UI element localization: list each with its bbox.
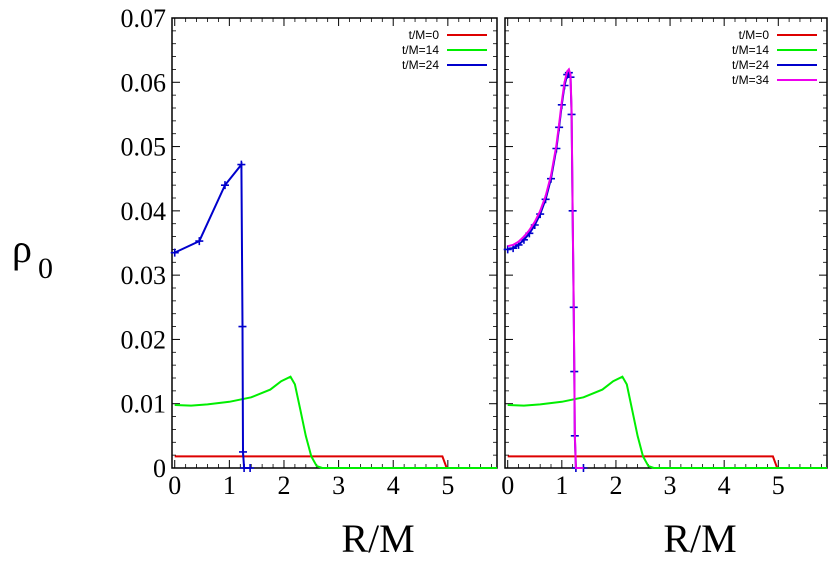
series-line-t34 [507, 67, 584, 469]
data-point-marker [195, 237, 204, 246]
panel-1: 0 0.01 0.02 0.03 0.04 0.05 0.06 0.07 0 1 2 3 4 5 t/M=0… [121, 4, 498, 500]
plot-frame [504, 17, 828, 469]
x-tick-label: 0 [501, 471, 514, 500]
panels: 0 0.01 0.02 0.03 0.04 0.05 0.06 0.07 0 1 2 3 4 5 t/M=0… [121, 4, 828, 500]
legend-label: t/M=14 [732, 43, 769, 57]
x-tick-label: 5 [441, 471, 454, 500]
x-tick-label: 1 [223, 471, 236, 500]
data-point-marker [503, 245, 512, 254]
panel-2: 0 1 2 3 4 5 t/M=0t/M=14t/M=24t/M=34 [501, 17, 828, 500]
legend-label: t/M=0 [409, 28, 440, 42]
series-line-t0 [174, 455, 497, 469]
y-tick-label: 0.03 [121, 261, 167, 290]
plot-frame [171, 17, 498, 469]
data-point-marker [170, 248, 179, 257]
x-tick-label: 3 [332, 471, 345, 500]
x-tick-label: 4 [718, 471, 731, 500]
y-tick-label: 0.04 [121, 197, 167, 226]
legend-label: t/M=0 [739, 28, 770, 42]
y-tick-label: 0.05 [121, 133, 167, 162]
y-axis-label-subscript: 0 [38, 252, 53, 285]
data-point-marker [237, 160, 246, 169]
x-tick-label: 3 [664, 471, 677, 500]
x-tick-label: 0 [168, 471, 181, 500]
y-tick-label: 0.01 [121, 390, 167, 419]
y-axis-label: ρ 0 [12, 226, 53, 285]
legend-label: t/M=34 [732, 73, 769, 87]
y-tick-label: 0.02 [121, 325, 167, 354]
x-tick-label: 1 [555, 471, 568, 500]
y-tick-label: 0.07 [121, 4, 167, 33]
data-point-marker [246, 464, 255, 472]
data-point-marker [220, 181, 229, 190]
x-axis-label-right: R/M [663, 516, 736, 561]
series-line-t0 [507, 455, 827, 469]
x-tick-label: 2 [609, 471, 622, 500]
legend-label: t/M=24 [732, 58, 769, 72]
series-line-t14 [507, 375, 827, 469]
y-axis-label-symbol: ρ [12, 226, 32, 271]
y-tick-label: 0 [153, 454, 166, 483]
y-tick-label: 0.06 [121, 68, 167, 97]
data-point-marker [239, 447, 248, 456]
series-line-t24 [174, 161, 251, 469]
legend-label: t/M=14 [402, 43, 439, 57]
x-tick-label: 4 [387, 471, 400, 500]
series-line-t14 [174, 375, 497, 469]
x-tick-label: 2 [277, 471, 290, 500]
data-point-marker [238, 322, 247, 331]
legend-label: t/M=24 [402, 58, 439, 72]
x-tick-label: 5 [772, 471, 785, 500]
x-axis-label-left: R/M [341, 516, 414, 561]
